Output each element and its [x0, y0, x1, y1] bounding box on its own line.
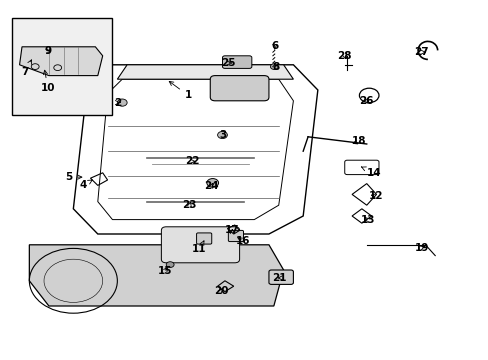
Text: 8: 8 [272, 62, 279, 72]
Polygon shape [117, 65, 293, 79]
Circle shape [166, 262, 174, 267]
FancyBboxPatch shape [161, 227, 239, 263]
FancyBboxPatch shape [228, 230, 243, 242]
Text: 3: 3 [219, 130, 225, 140]
FancyBboxPatch shape [210, 76, 268, 101]
Text: 13: 13 [360, 215, 374, 225]
Text: 6: 6 [271, 41, 278, 51]
Text: 21: 21 [272, 273, 286, 283]
Text: 24: 24 [203, 181, 218, 192]
FancyBboxPatch shape [12, 18, 112, 115]
Circle shape [270, 64, 278, 69]
Text: 2: 2 [114, 98, 121, 108]
FancyBboxPatch shape [268, 270, 293, 284]
Circle shape [206, 179, 218, 187]
Text: 26: 26 [359, 96, 373, 106]
Polygon shape [29, 245, 283, 306]
FancyBboxPatch shape [222, 56, 251, 68]
Text: 18: 18 [351, 136, 366, 146]
Text: 19: 19 [413, 243, 428, 253]
Text: 22: 22 [184, 156, 199, 166]
Text: 12: 12 [368, 191, 383, 201]
Text: 15: 15 [158, 266, 172, 276]
Text: 11: 11 [192, 241, 206, 254]
Text: 27: 27 [413, 47, 428, 57]
Circle shape [217, 131, 227, 139]
Text: 28: 28 [337, 51, 351, 61]
Text: 16: 16 [236, 236, 250, 246]
Text: 14: 14 [361, 167, 381, 178]
Polygon shape [20, 47, 102, 76]
Text: 23: 23 [182, 200, 197, 210]
Text: 25: 25 [221, 58, 236, 68]
Text: 10: 10 [41, 70, 55, 93]
Text: 9: 9 [44, 46, 51, 56]
FancyBboxPatch shape [196, 233, 211, 244]
Circle shape [117, 99, 127, 106]
Text: 17: 17 [224, 225, 239, 235]
Text: 1: 1 [169, 81, 191, 100]
Text: 5: 5 [65, 172, 81, 182]
Text: 20: 20 [213, 285, 228, 296]
Text: 4: 4 [79, 180, 92, 190]
Text: 7: 7 [21, 60, 32, 77]
